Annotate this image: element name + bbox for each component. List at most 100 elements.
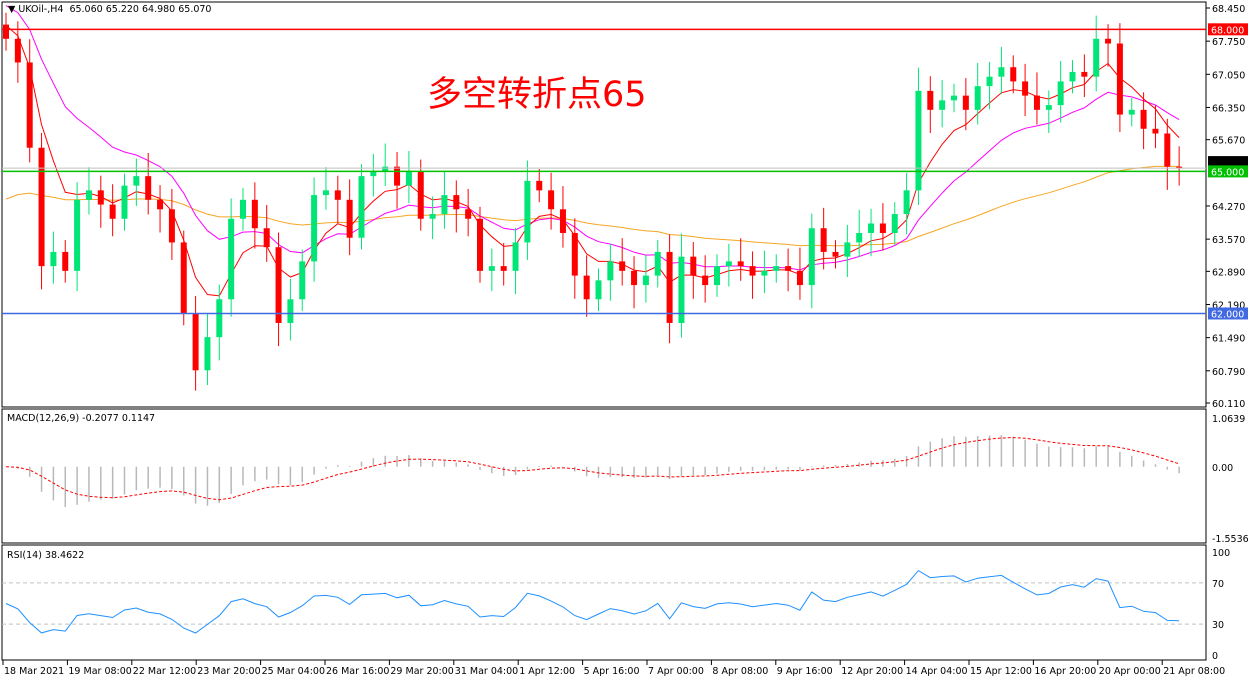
macd-tick-label: 0.00 <box>1212 463 1233 474</box>
candle-body <box>50 251 57 267</box>
candle-body <box>251 199 258 229</box>
candle-body <box>524 180 531 243</box>
x-tick-label: 23 Mar 20:00 <box>197 666 260 677</box>
x-tick-label: 7 Apr 00:00 <box>648 666 704 677</box>
candle-body <box>1128 109 1135 115</box>
x-tick-label: 15 Apr 12:00 <box>970 666 1032 677</box>
candle-body <box>1152 128 1159 134</box>
rsi-tick-label: 0 <box>1212 651 1218 662</box>
candle-body <box>654 251 661 276</box>
candle-body <box>382 166 389 172</box>
x-tick-label: 1 Apr 12:00 <box>519 666 575 677</box>
candle-body <box>441 195 448 215</box>
candle-body <box>998 67 1005 77</box>
candle-body <box>512 242 519 271</box>
candle-body <box>121 185 128 219</box>
candle-body <box>405 171 412 186</box>
candle-body <box>204 337 211 371</box>
candle-body <box>346 199 353 238</box>
x-tick-label: 21 Apr 08:00 <box>1163 666 1225 677</box>
candle-body <box>311 195 318 262</box>
y-tick-label: 67.750 <box>1212 37 1245 48</box>
candle-body <box>275 247 282 323</box>
x-tick-label: 16 Apr 20:00 <box>1034 666 1096 677</box>
x-tick-label: 5 Apr 16:00 <box>584 666 640 677</box>
candle-body <box>796 270 803 286</box>
candle-body <box>856 232 863 243</box>
candle-body <box>1069 71 1076 82</box>
macd-tick-label: 1.0639 <box>1212 414 1245 425</box>
x-tick-label: 20 Apr 00:00 <box>1099 666 1161 677</box>
level-label: 62.000 <box>1211 309 1244 320</box>
candle-body <box>1010 67 1017 82</box>
macd-pane <box>1 408 1207 544</box>
macd-tick-label: -1.5536 <box>1212 534 1249 545</box>
candle-body <box>571 232 578 276</box>
candle-body <box>477 218 483 271</box>
candle-body <box>1045 105 1052 110</box>
x-tick-label: 18 Mar 2021 <box>4 666 64 677</box>
symbol-label: UKOil-,H4 <box>18 4 64 15</box>
x-tick-label: 22 Mar 12:00 <box>133 666 196 677</box>
candle-body <box>192 313 199 371</box>
candle-body <box>465 209 472 219</box>
candle-body <box>820 228 827 252</box>
annotation-text: 多空转折点65 <box>427 75 647 115</box>
candle-body <box>642 275 649 286</box>
candle-body <box>702 275 709 286</box>
candle-body <box>868 223 875 233</box>
y-tick-label: 62.190 <box>1212 300 1245 311</box>
candle-body <box>299 261 306 300</box>
candle-body <box>844 242 851 257</box>
candle-body <box>631 270 638 286</box>
candle-body <box>287 299 294 323</box>
candle-body <box>38 147 45 267</box>
symbol-header: ▼ UKOil-,H4 65.060 65.220 64.980 65.070 <box>8 4 211 15</box>
candle-body <box>690 256 697 276</box>
level-tag <box>1208 165 1248 178</box>
rsi-tick-label: 70 <box>1212 579 1224 590</box>
candle-body <box>85 190 92 200</box>
candle-body <box>109 204 116 219</box>
candle-body <box>145 176 152 200</box>
candle-body <box>915 90 922 191</box>
candle-body <box>370 171 377 177</box>
y-tick-label: 64.270 <box>1212 202 1245 213</box>
candle-body <box>1140 109 1147 129</box>
candle-body <box>240 199 246 219</box>
x-tick-label: 31 Mar 04:00 <box>455 666 518 677</box>
level-label: 68.000 <box>1211 25 1244 36</box>
macd-signal-line <box>5 437 1180 501</box>
candle-body <box>785 266 792 271</box>
candle-body <box>453 195 460 210</box>
candle-body <box>737 261 744 267</box>
candle-body <box>168 209 175 243</box>
candle-body <box>939 100 946 110</box>
level-label: 65.000 <box>1211 167 1244 178</box>
y-tick-label: 60.110 <box>1212 399 1245 410</box>
candle-body <box>619 261 626 271</box>
candle-body <box>903 190 910 215</box>
y-tick-label: 61.490 <box>1212 334 1245 345</box>
candle-body <box>678 256 685 323</box>
candle-body <box>974 86 981 110</box>
dropdown-triangle-icon[interactable]: ▼ <box>8 4 16 15</box>
ma-slow-line <box>5 165 1180 247</box>
candle-body <box>488 266 495 271</box>
candle-body <box>1081 71 1088 77</box>
candle-body <box>1105 38 1112 44</box>
candle-body <box>358 176 365 238</box>
candle-body <box>417 171 424 219</box>
ohlc-readout: 65.060 65.220 64.980 65.070 <box>69 4 212 15</box>
candle-body <box>808 228 815 286</box>
candle-body <box>879 223 886 233</box>
candle-body <box>536 180 543 191</box>
rsi-line <box>5 569 1180 634</box>
candle-body <box>714 266 720 286</box>
x-tick-label: 12 Apr 20:00 <box>841 666 903 677</box>
candle-body <box>1176 166 1183 169</box>
candle-body <box>832 251 839 257</box>
candle-body <box>951 95 957 101</box>
x-tick-label: 29 Mar 20:00 <box>390 666 453 677</box>
